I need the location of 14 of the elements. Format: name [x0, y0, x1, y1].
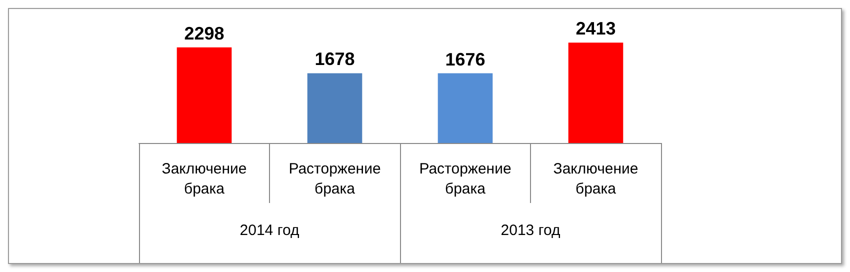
text: 2014 год	[240, 222, 300, 239]
data-label: 2298	[184, 23, 224, 44]
data-label: 1676	[445, 49, 486, 70]
bar	[176, 47, 232, 143]
x-tick-label: Расторжение брака	[419, 160, 512, 198]
x-tick-label: Расторжение брака	[288, 160, 381, 198]
bar	[568, 42, 624, 143]
bar	[438, 73, 493, 143]
x-tick-label: Заключение брака	[553, 160, 638, 198]
text: 2013 год	[500, 222, 560, 239]
data-label: 1678	[314, 49, 355, 70]
bar	[307, 73, 362, 143]
x-tick-label: Заключение брака	[162, 160, 247, 198]
data-label: 2413	[576, 18, 616, 39]
